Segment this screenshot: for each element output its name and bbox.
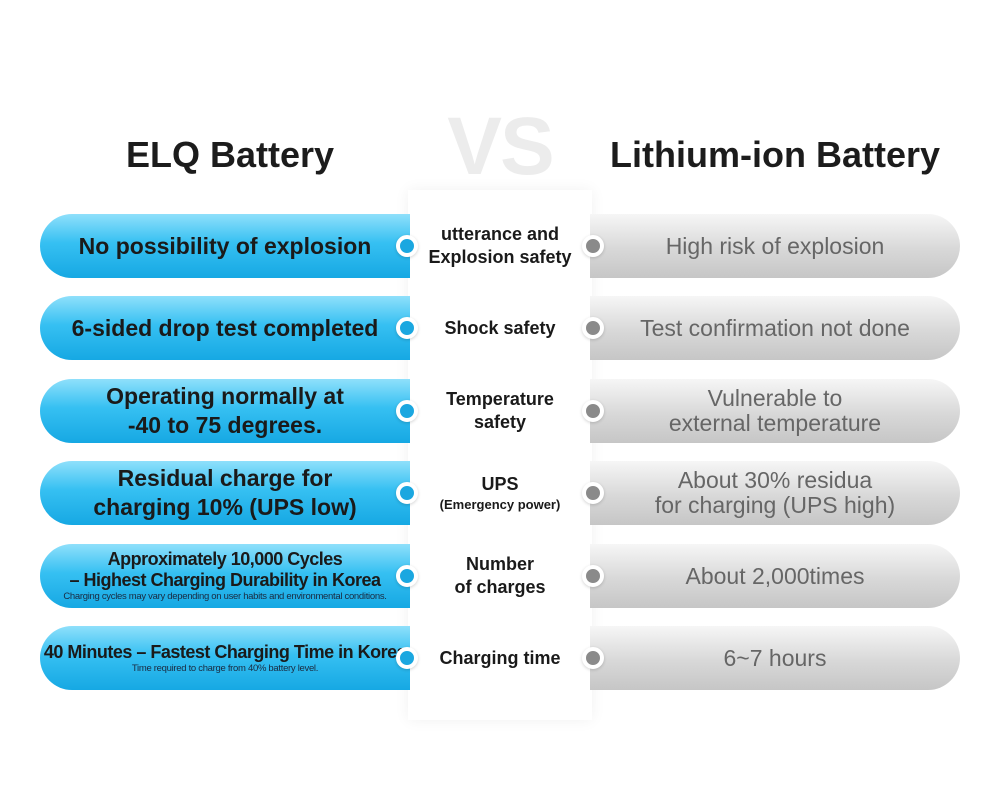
vs-label: VS	[447, 101, 554, 192]
comparison-row-temperature: Operating normally at -40 to 75 degrees.…	[0, 379, 1000, 443]
criteria-label: Number of charges	[410, 544, 590, 608]
criteria-text: utterance and	[440, 224, 560, 244]
elq-feature-text: Approximately 10,000 Cycles	[107, 549, 343, 569]
lithium-feature-text: for charging (UPS high)	[654, 492, 896, 518]
bullet-dot-icon	[396, 482, 418, 504]
criteria-column	[408, 190, 592, 720]
lithium-feature-text: Vulnerable to	[707, 385, 843, 411]
elq-feature-text: No possibility of explosion	[78, 232, 372, 259]
elq-feature-pill: Residual charge for charging 10% (UPS lo…	[40, 461, 410, 525]
criteria-text: Number	[465, 554, 534, 574]
criteria-text: UPS	[481, 474, 519, 494]
elq-feature-text: charging 10% (UPS low)	[93, 494, 357, 520]
elq-feature-text: – Highest Charging Durability in Korea	[69, 570, 381, 590]
criteria-label: Shock safety	[410, 296, 590, 360]
bullet-dot-icon	[582, 482, 604, 504]
criteria-subtext: (Emergency power)	[439, 497, 561, 512]
lithium-feature-pill: Vulnerable to external temperature	[590, 379, 960, 443]
elq-feature-pill: Approximately 10,000 Cycles – Highest Ch…	[40, 544, 410, 608]
elq-battery-heading: ELQ Battery	[125, 134, 335, 175]
bullet-dot-icon	[582, 317, 604, 339]
elq-feature-note: Charging cycles may vary depending on us…	[63, 591, 387, 602]
elq-feature-pill: Operating normally at -40 to 75 degrees.	[40, 379, 410, 443]
elq-feature-text: -40 to 75 degrees.	[127, 412, 323, 438]
comparison-row-explosion: No possibility of explosion utterance an…	[0, 214, 1000, 278]
bullet-dot-icon	[396, 317, 418, 339]
elq-feature-text: 6-sided drop test completed	[71, 314, 379, 341]
criteria-label: Charging time	[410, 626, 590, 690]
criteria-text: Temperature	[446, 389, 554, 409]
criteria-text: Charging time	[439, 647, 561, 668]
elq-feature-pill: 40 Minutes – Fastest Charging Time in Ko…	[40, 626, 410, 690]
lithium-feature-pill: Test confirmation not done	[590, 296, 960, 360]
criteria-text: Shock safety	[444, 317, 556, 338]
elq-feature-note: Time required to charge from 40% battery…	[131, 662, 319, 674]
bullet-dot-icon	[396, 400, 418, 422]
lithium-feature-text: 6~7 hours	[723, 644, 827, 671]
comparison-row-charging-time: 40 Minutes – Fastest Charging Time in Ko…	[0, 626, 1000, 690]
bullet-dot-icon	[582, 647, 604, 669]
lithium-feature-text: external temperature	[668, 410, 882, 436]
elq-feature-text: Operating normally at	[106, 383, 344, 409]
bullet-dot-icon	[582, 565, 604, 587]
bullet-dot-icon	[582, 400, 604, 422]
criteria-text: of charges	[454, 577, 546, 597]
lithium-feature-text: High risk of explosion	[665, 232, 885, 259]
bullet-dot-icon	[396, 647, 418, 669]
lithium-feature-pill: About 2,000times	[590, 544, 960, 608]
lithium-feature-text: Test confirmation not done	[640, 314, 910, 341]
lithium-feature-pill: About 30% residua for charging (UPS high…	[590, 461, 960, 525]
comparison-row-ups: Residual charge for charging 10% (UPS lo…	[0, 461, 1000, 525]
bullet-dot-icon	[582, 235, 604, 257]
bullet-dot-icon	[396, 235, 418, 257]
bullet-dot-icon	[396, 565, 418, 587]
criteria-label: Temperature safety	[410, 379, 590, 443]
lithium-feature-pill: 6~7 hours	[590, 626, 960, 690]
criteria-text: safety	[473, 412, 527, 432]
lithium-feature-pill: High risk of explosion	[590, 214, 960, 278]
comparison-row-charges: Approximately 10,000 Cycles – Highest Ch…	[0, 544, 1000, 608]
comparison-row-shock: 6-sided drop test completed Shock safety…	[0, 296, 1000, 360]
criteria-label: UPS (Emergency power)	[410, 461, 590, 525]
criteria-text: Explosion safety	[428, 247, 572, 267]
lithium-ion-battery-heading: Lithium-ion Battery	[610, 134, 940, 175]
lithium-feature-text: About 30% residua	[677, 467, 873, 493]
elq-feature-pill: 6-sided drop test completed	[40, 296, 410, 360]
lithium-feature-text: About 2,000times	[685, 562, 865, 589]
elq-feature-text: 40 Minutes – Fastest Charging Time in Ko…	[43, 641, 407, 662]
criteria-label: utterance and Explosion safety	[410, 214, 590, 278]
elq-feature-pill: No possibility of explosion	[40, 214, 410, 278]
elq-feature-text: Residual charge for	[117, 465, 333, 491]
